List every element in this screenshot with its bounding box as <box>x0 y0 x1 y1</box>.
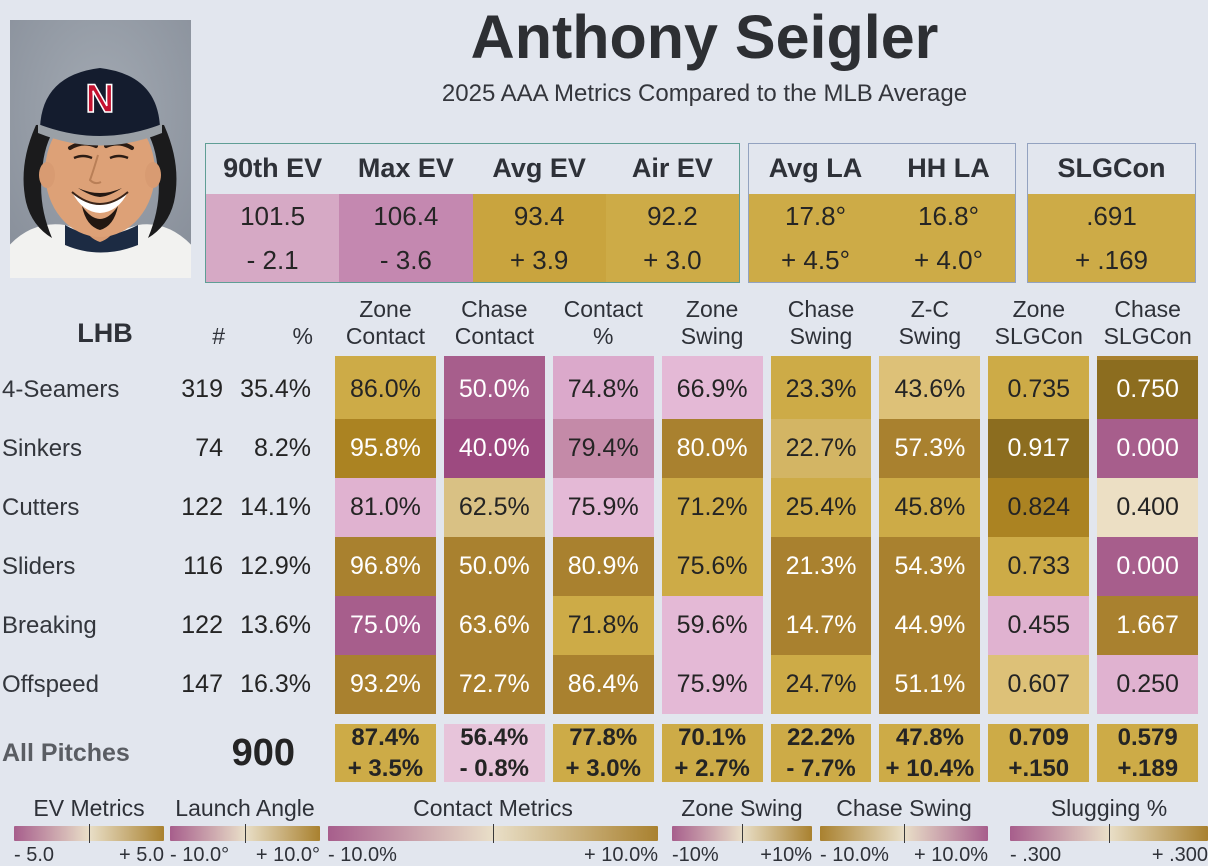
svg-text:N: N <box>86 77 115 121</box>
